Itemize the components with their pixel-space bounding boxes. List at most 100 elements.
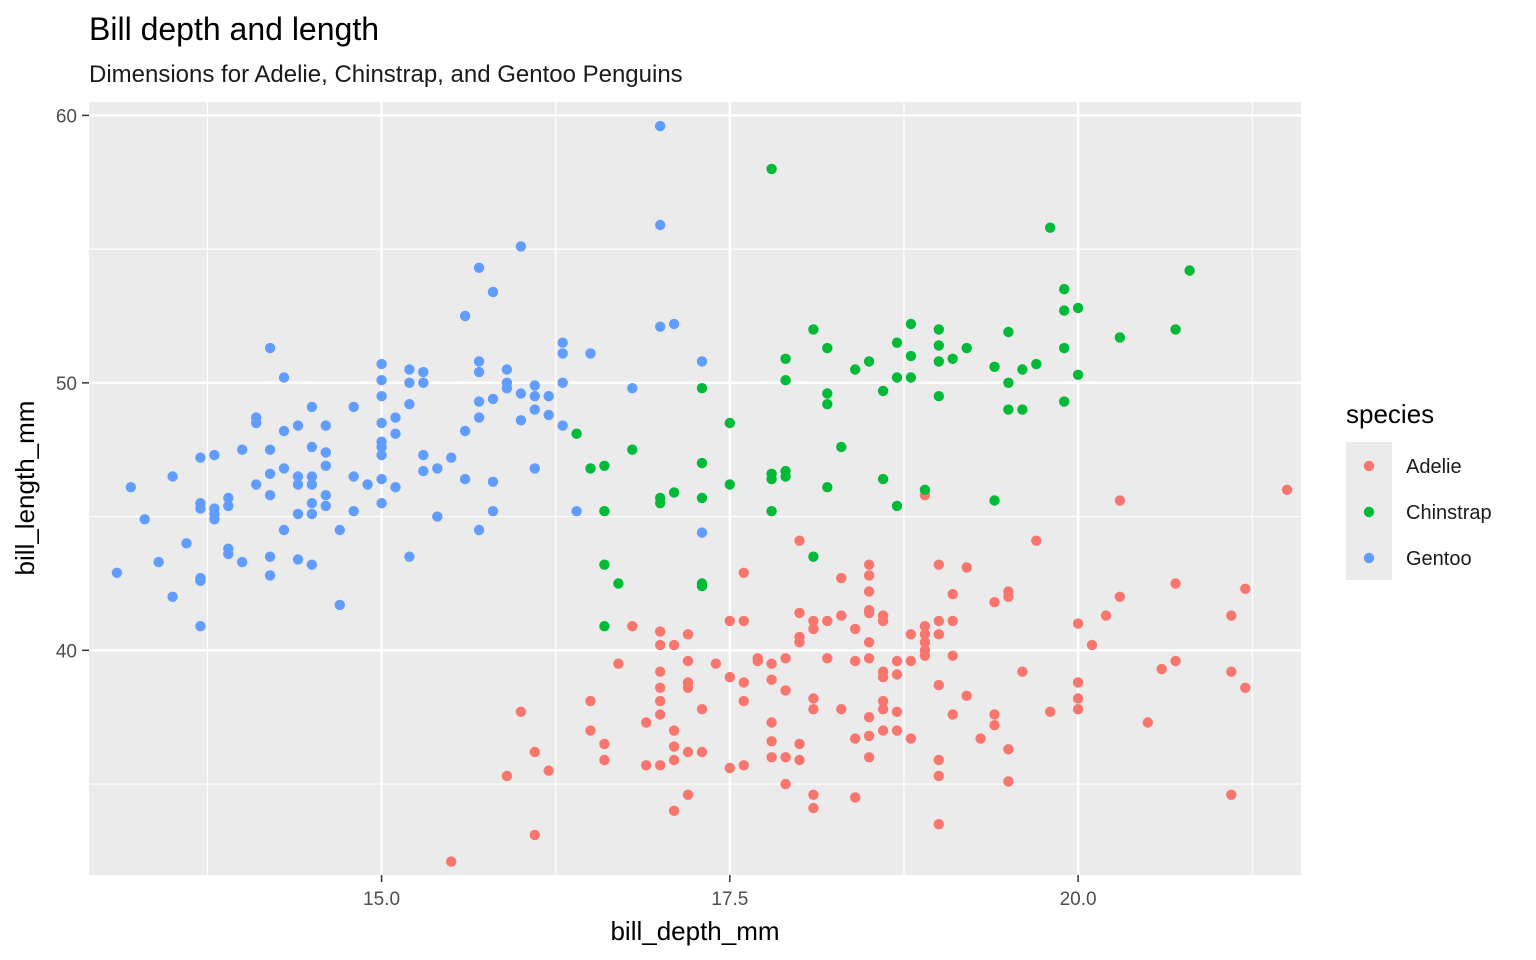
point-gentoo xyxy=(278,524,290,536)
point-adelie xyxy=(919,629,931,640)
point-adelie xyxy=(863,712,875,723)
point-chinstrap xyxy=(1059,396,1070,407)
point-adelie xyxy=(863,653,875,664)
point-gentoo xyxy=(529,404,540,415)
point-adelie xyxy=(794,631,805,643)
point-chinstrap xyxy=(780,375,791,386)
point-adelie xyxy=(766,717,777,728)
point-adelie xyxy=(877,695,889,707)
point-gentoo xyxy=(167,591,178,602)
point-gentoo xyxy=(473,366,485,378)
point-chinstrap xyxy=(696,457,708,469)
point-adelie xyxy=(1003,776,1014,787)
point-gentoo xyxy=(320,490,331,501)
point-adelie xyxy=(1226,666,1237,677)
x-tick-label: 20.0 xyxy=(1060,889,1097,910)
point-chinstrap xyxy=(822,399,833,410)
point-adelie xyxy=(529,746,540,758)
point-gentoo xyxy=(376,375,387,386)
point-gentoo xyxy=(418,366,429,378)
point-chinstrap xyxy=(1059,305,1070,316)
point-gentoo xyxy=(195,621,206,632)
point-gentoo xyxy=(264,490,276,501)
point-gentoo xyxy=(515,241,527,252)
point-gentoo xyxy=(278,463,290,474)
point-adelie xyxy=(655,709,666,720)
point-adelie xyxy=(850,655,861,667)
point-adelie xyxy=(947,709,958,720)
point-gentoo xyxy=(237,444,248,455)
point-adelie xyxy=(1156,663,1167,675)
point-adelie xyxy=(655,760,666,771)
point-gentoo xyxy=(181,538,192,549)
point-chinstrap xyxy=(1017,404,1028,415)
point-chinstrap xyxy=(947,353,958,364)
point-gentoo xyxy=(404,377,415,388)
point-adelie xyxy=(808,789,819,800)
point-chinstrap xyxy=(724,479,735,490)
point-chinstrap xyxy=(627,444,638,455)
point-gentoo xyxy=(473,262,485,273)
point-gentoo xyxy=(655,219,666,231)
point-gentoo xyxy=(459,473,471,485)
plot-panel xyxy=(89,102,1301,875)
point-adelie xyxy=(850,623,861,635)
point-adelie xyxy=(989,597,1000,608)
point-chinstrap xyxy=(933,356,944,367)
point-chinstrap xyxy=(599,460,610,471)
point-adelie xyxy=(766,674,777,685)
point-gentoo xyxy=(390,428,401,439)
point-gentoo xyxy=(487,506,499,517)
point-gentoo xyxy=(473,524,485,536)
point-adelie xyxy=(989,720,1000,731)
point-adelie xyxy=(1240,682,1251,693)
point-gentoo xyxy=(543,409,554,421)
grid-minor xyxy=(89,102,1301,875)
point-adelie xyxy=(641,717,652,728)
point-chinstrap xyxy=(822,482,833,493)
point-gentoo xyxy=(306,441,318,453)
point-gentoo xyxy=(529,380,540,391)
point-chinstrap xyxy=(905,318,917,330)
point-gentoo xyxy=(376,441,387,453)
point-gentoo xyxy=(376,391,387,402)
point-gentoo xyxy=(668,318,680,330)
point-chinstrap xyxy=(1017,364,1028,375)
point-gentoo xyxy=(264,551,276,562)
point-gentoo xyxy=(306,559,318,570)
point-gentoo xyxy=(404,551,415,562)
point-adelie xyxy=(836,610,847,621)
point-adelie xyxy=(808,802,819,814)
chart-title: Bill depth and length xyxy=(89,11,379,47)
point-adelie xyxy=(975,733,986,744)
point-gentoo xyxy=(418,449,429,461)
data-points xyxy=(111,120,1293,867)
point-gentoo xyxy=(209,449,220,461)
point-gentoo xyxy=(306,508,318,520)
point-adelie xyxy=(668,805,680,816)
point-adelie xyxy=(1281,484,1293,495)
point-adelie xyxy=(1142,717,1154,728)
point-chinstrap xyxy=(877,385,889,397)
point-adelie xyxy=(947,615,958,627)
point-adelie xyxy=(905,655,917,667)
point-adelie xyxy=(738,567,749,578)
point-chinstrap xyxy=(808,324,819,335)
point-gentoo xyxy=(529,391,540,402)
point-chinstrap xyxy=(863,356,875,367)
point-adelie xyxy=(808,693,819,704)
point-adelie xyxy=(738,695,749,707)
point-chinstrap xyxy=(1059,342,1070,354)
point-gentoo xyxy=(111,567,123,578)
point-adelie xyxy=(446,856,457,867)
point-chinstrap xyxy=(961,342,972,354)
point-gentoo xyxy=(223,500,234,512)
point-adelie xyxy=(933,679,944,691)
point-chinstrap xyxy=(696,492,708,504)
point-gentoo xyxy=(306,498,318,509)
point-adelie xyxy=(682,629,694,640)
point-adelie xyxy=(919,621,931,632)
point-adelie xyxy=(891,725,903,736)
point-adelie xyxy=(766,752,777,763)
